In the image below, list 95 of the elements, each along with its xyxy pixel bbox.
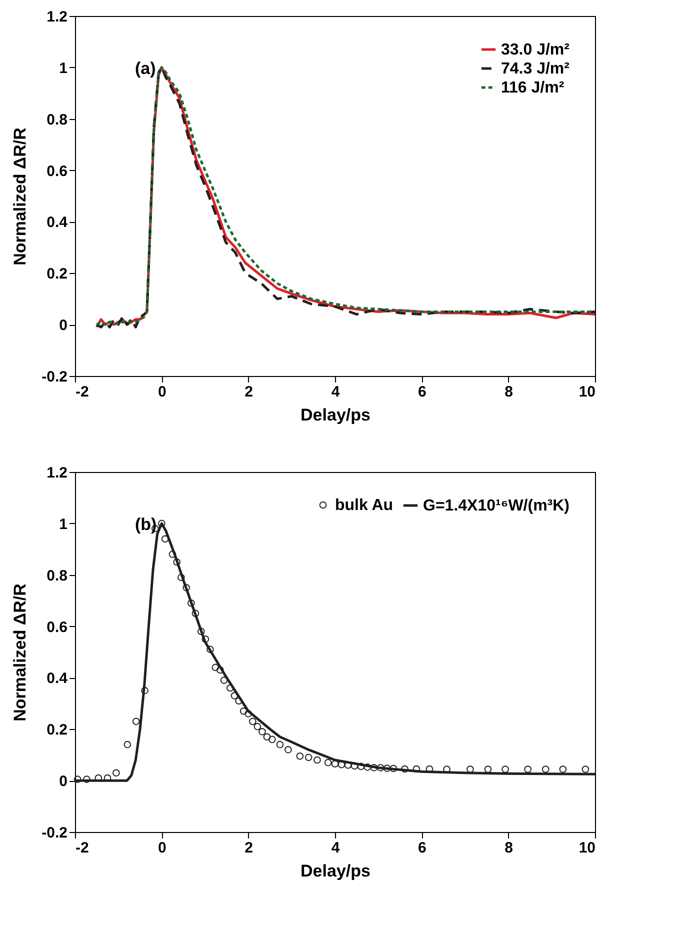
point (94, 774, 102, 782)
point (173, 558, 180, 566)
legend-label: G=1.4X10¹⁶W/(m³K) (423, 498, 570, 514)
x-tick-label: 10 (578, 840, 596, 856)
x-tick-label: 2 (244, 840, 254, 856)
point (240, 707, 248, 715)
y-tick-label: 1.2 (46, 464, 68, 482)
point (161, 535, 169, 543)
point (284, 746, 292, 754)
point (254, 722, 262, 730)
point (364, 764, 372, 771)
y-axis-title: Normalized ΔR/R (10, 128, 30, 266)
point (192, 610, 200, 618)
point (212, 664, 220, 672)
point (168, 550, 176, 558)
x-tick-label: -2 (76, 840, 89, 856)
legend-label: bulk Au (335, 497, 394, 514)
x-tick-label: 10 (578, 384, 596, 400)
x-tick-label: 8 (504, 840, 514, 856)
point (230, 692, 238, 700)
point (202, 635, 210, 643)
point (197, 628, 205, 636)
point (376, 764, 384, 772)
y-tick-label: 0 (59, 773, 68, 790)
point (559, 766, 567, 773)
x-tick-label: 6 (418, 840, 426, 856)
legend-label: 116 J/m² (501, 80, 564, 96)
x-tick-label: -2 (76, 384, 89, 400)
point (502, 766, 509, 773)
point (141, 686, 148, 694)
y-tick-label: 0.2 (46, 722, 68, 739)
y-tick-label: -0.2 (42, 824, 68, 842)
x-tick-label: 6 (418, 384, 426, 400)
point (390, 764, 398, 772)
point (74, 776, 82, 783)
point (331, 760, 339, 768)
x-tick-label: 8 (504, 384, 514, 400)
legend-label: 33.0 J/m² (501, 42, 570, 58)
point (244, 710, 252, 718)
point (235, 697, 242, 705)
point (132, 718, 140, 726)
x-tick-label: 4 (331, 840, 340, 856)
y-tick-label: 0.8 (46, 567, 68, 584)
point (104, 774, 112, 782)
annotation: (a) (135, 59, 156, 78)
point (357, 762, 365, 770)
legend-label: 74.3 J/m² (501, 60, 570, 78)
y-tick-label: -0.2 (42, 368, 68, 386)
y-tick-label: 0.4 (46, 214, 68, 232)
point (124, 740, 132, 748)
point (112, 769, 120, 777)
point (187, 599, 195, 607)
point (314, 756, 321, 764)
y-tick-label: 0.2 (46, 266, 68, 283)
point (182, 584, 190, 592)
point (370, 764, 378, 772)
x-tick-label: 0 (158, 384, 166, 400)
point (216, 666, 224, 674)
point (178, 574, 185, 582)
point (466, 766, 474, 773)
point (582, 766, 590, 773)
x-tick-label: 4 (331, 384, 340, 400)
y-tick-label: 0.8 (46, 111, 68, 128)
point (268, 736, 276, 744)
point (258, 728, 266, 736)
y-tick-label: 0 (59, 317, 68, 334)
y-tick-label: 1 (59, 516, 68, 533)
point (158, 520, 166, 528)
point (276, 740, 284, 748)
y-axis-title: Normalized ΔR/R (10, 584, 30, 722)
x-tick-label: 2 (244, 384, 254, 400)
point (383, 764, 391, 772)
point (206, 646, 214, 654)
y-tick-label: 0.4 (46, 670, 68, 688)
point (226, 684, 234, 692)
point (484, 766, 492, 773)
point (524, 766, 532, 773)
y-tick-label: 1.2 (46, 8, 68, 26)
point (304, 754, 312, 762)
y-tick-label: 0.6 (46, 162, 68, 180)
point (263, 733, 271, 741)
x-tick-label: 0 (158, 840, 166, 856)
point (412, 765, 420, 773)
y-tick-label: 0.6 (46, 618, 68, 636)
point (401, 765, 408, 773)
point (249, 718, 256, 726)
point (542, 766, 550, 773)
annotation: (b) (135, 515, 157, 534)
y-tick-label: 1 (59, 60, 68, 77)
x-axis-title: Delay/ps (300, 862, 370, 880)
point (220, 676, 228, 684)
point (324, 758, 332, 766)
point (83, 776, 90, 783)
x-axis-title: Delay/ps (300, 406, 370, 424)
point (296, 752, 304, 760)
